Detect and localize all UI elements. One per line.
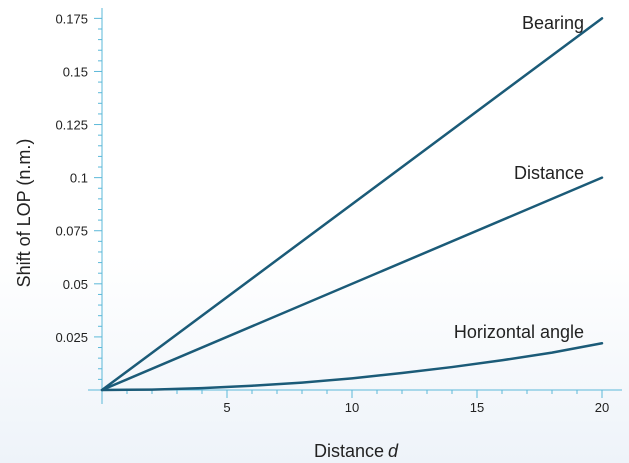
series-labels: Bearing Distance Horizontal angle	[454, 13, 584, 342]
series-line-bearing	[100, 17, 604, 392]
y-axis-title: Shift of LOP (n.m.)	[14, 139, 34, 288]
series-label-distance: Distance	[514, 163, 584, 183]
x-tick-label: 10	[345, 400, 359, 415]
series-lines	[100, 17, 604, 392]
y-tick-label: 0.075	[55, 224, 88, 239]
y-tick-label: 0.05	[63, 277, 88, 292]
y-tick-label: 0.15	[63, 64, 88, 79]
y-tick-label: 0.125	[55, 118, 88, 133]
series-label-horizontal-angle: Horizontal angle	[454, 322, 584, 342]
y-tick-label: 0.025	[55, 330, 88, 345]
series-line-distance	[100, 176, 604, 392]
x-tick-label: 5	[223, 400, 230, 415]
x-axis-title: Distance d	[314, 441, 399, 461]
series-label-bearing: Bearing	[522, 13, 584, 33]
x-tick-label: 20	[595, 400, 609, 415]
y-tick-label: 0.175	[55, 11, 88, 26]
y-tick-label: 0.1	[70, 171, 88, 186]
x-axis-title-text: Distance	[314, 441, 384, 461]
series-line-horizontal-angle	[100, 342, 604, 392]
axes: 5 10 15 20 0.025 0.05 0.075 0.1 0.125 0.15 0.175	[55, 8, 622, 415]
x-axis-title-variable: d	[388, 441, 399, 461]
x-tick-label: 15	[470, 400, 484, 415]
